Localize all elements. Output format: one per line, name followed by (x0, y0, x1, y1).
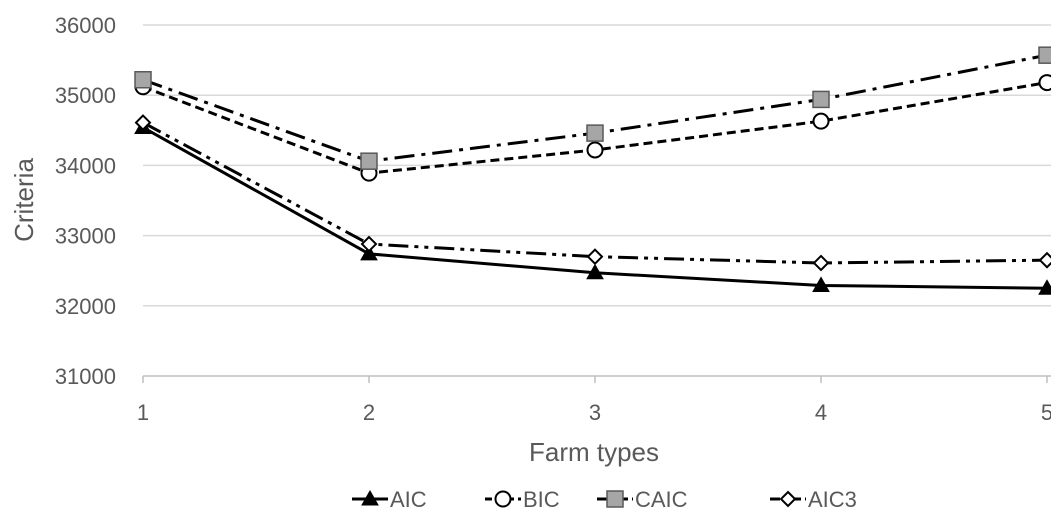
legend-label-bic: BIC (523, 487, 560, 512)
data-point-aic (812, 276, 830, 292)
data-point-aic (1038, 279, 1051, 295)
data-point-bic (1038, 74, 1051, 92)
data-point-bic (586, 141, 604, 159)
x-tick-label: 4 (815, 400, 827, 425)
data-point-bic (812, 112, 830, 130)
data-point-caic (1038, 46, 1051, 64)
legend-item-caic: CAIC (597, 487, 688, 512)
data-point-aic3 (134, 114, 152, 131)
x-tick-label: 2 (363, 400, 375, 425)
legend-label-aic3: AIC3 (808, 487, 857, 512)
x-tick-label: 5 (1041, 400, 1051, 425)
legend-marker-bic (494, 490, 512, 508)
series-aic (134, 118, 1051, 295)
legend-label-aic: AIC (390, 487, 427, 512)
legend-label-caic: CAIC (635, 487, 688, 512)
y-axis-ticks: 31000 32000 33000 34000 35000 36000 (55, 13, 116, 389)
series-line-aic3 (142, 121, 1048, 265)
y-tick-label: 36000 (55, 13, 116, 38)
y-tick-label: 31000 (55, 364, 116, 389)
series-caic (134, 46, 1051, 170)
x-axis-title: Farm types (529, 437, 659, 467)
x-axis-ticks: 1 2 3 4 5 (137, 376, 1051, 425)
y-tick-label: 35000 (55, 83, 116, 108)
legend-item-bic: BIC (485, 487, 560, 512)
data-point-caic (360, 152, 378, 170)
legend: AIC BIC CAIC AIC3 (352, 487, 857, 512)
legend-marker-caic (606, 490, 624, 508)
series-group (134, 46, 1051, 295)
data-point-aic (360, 244, 378, 261)
data-point-caic (134, 71, 152, 89)
y-tick-label: 33000 (55, 224, 116, 249)
data-point-aic3 (586, 248, 604, 266)
y-tick-label: 34000 (55, 153, 116, 178)
x-tick-label: 1 (137, 400, 149, 425)
gridlines (143, 24, 1051, 377)
y-tick-label: 32000 (55, 294, 116, 319)
series-aic3 (134, 114, 1051, 272)
x-tick-label: 3 (589, 400, 601, 425)
data-point-caic (812, 90, 830, 109)
data-point-aic (586, 263, 604, 280)
data-point-aic3 (812, 254, 830, 272)
legend-marker-aic3 (779, 490, 797, 508)
data-point-caic (586, 124, 604, 142)
y-axis-title: Criteria (9, 158, 39, 242)
legend-item-aic3: AIC3 (770, 487, 857, 512)
legend-marker-aic (361, 489, 379, 506)
data-point-aic3 (360, 235, 378, 253)
data-point-aic3 (1038, 251, 1051, 269)
legend-item-aic: AIC (352, 487, 427, 512)
